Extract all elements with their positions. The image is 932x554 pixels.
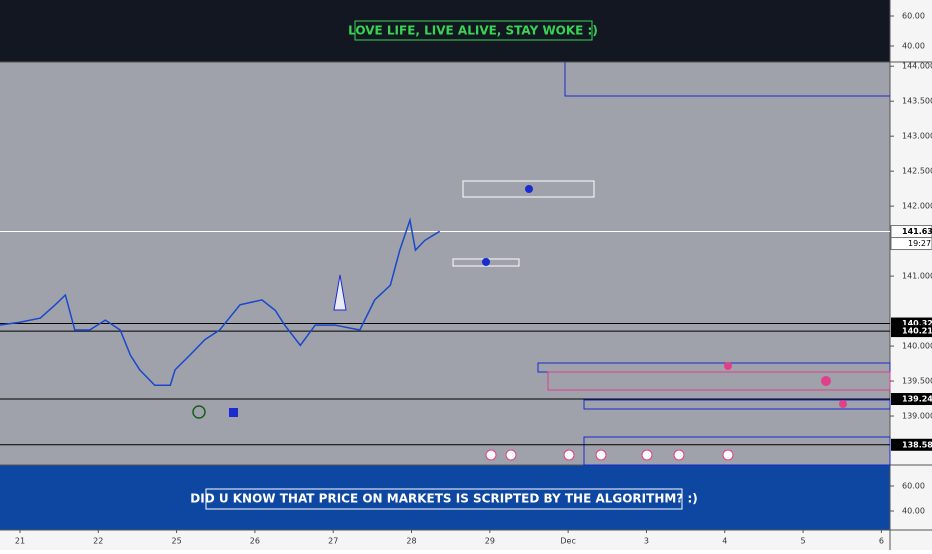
- y-tick-label: 144.000: [902, 62, 932, 71]
- x-tick-label: 28: [406, 537, 416, 546]
- y-tick-label: 143.000: [902, 132, 932, 141]
- price-label: 141.637: [902, 227, 932, 236]
- y-tick-label: 142.500: [902, 167, 932, 176]
- price-label-bg: [891, 438, 932, 451]
- price-label-bg: [891, 393, 932, 406]
- x-tick-label: 29: [485, 537, 495, 546]
- icon: [482, 258, 490, 266]
- y-tick-label: 60.00: [902, 12, 925, 21]
- x-tick-label: 25: [171, 537, 181, 546]
- time-axis: [0, 530, 890, 550]
- countdown: 19:27: [908, 239, 931, 248]
- icon: [821, 376, 831, 386]
- x-tick-label: 5: [801, 537, 806, 546]
- icon: [839, 400, 847, 408]
- top-banner-text: LOVE LIFE, LIVE ALIVE, STAY WOKE :): [348, 24, 598, 38]
- x-tick-label: 22: [93, 537, 103, 546]
- x-tick-label: 21: [15, 537, 25, 546]
- x-tick-label: 26: [250, 537, 260, 546]
- banner-box: [205, 488, 683, 510]
- price-label: 140.214: [902, 327, 932, 336]
- y-tick-label: 143.500: [902, 97, 932, 106]
- y-tick-label: 139.500: [902, 377, 932, 386]
- y-tick-label: 139.000: [902, 412, 932, 421]
- drawing-box: [583, 436, 891, 466]
- x-tick-label: 6: [879, 537, 884, 546]
- icon: [525, 185, 533, 193]
- y-tick-label: 142.000: [902, 202, 932, 211]
- price-label: 138.589: [902, 440, 932, 449]
- y-tick-label: 141.000: [902, 272, 932, 281]
- drawing-line: [564, 62, 890, 97]
- countdown-bg: [890, 237, 932, 251]
- y-tick-label: 40.00: [902, 507, 925, 516]
- bottom-pane: [0, 465, 890, 530]
- banner-box: [354, 20, 593, 41]
- y-tick-label: 40.00: [902, 41, 925, 50]
- x-tick-label: 4: [722, 537, 727, 546]
- icon: [192, 405, 206, 419]
- price-line: [0, 217, 441, 386]
- drawing-box: [583, 399, 891, 410]
- y-tick-label: 140.000: [902, 342, 932, 351]
- icon: [333, 274, 347, 311]
- price-label: 139.243: [902, 395, 932, 404]
- price-label: 140.322: [902, 319, 932, 328]
- drawing-box: [462, 180, 595, 198]
- bottom-banner-text: DID U KNOW THAT PRICE ON MARKETS IS SCRI…: [190, 492, 697, 506]
- x-tick-label: 27: [328, 537, 338, 546]
- main-pane: [0, 62, 890, 465]
- x-tick-label: Dec: [560, 537, 575, 546]
- icons: [485, 449, 734, 461]
- y-tick-label: 60.00: [902, 482, 925, 491]
- icon: [724, 362, 732, 370]
- x-tick-label: 3: [644, 537, 649, 546]
- price-axis: [890, 0, 932, 550]
- price-label-bg: [891, 325, 932, 338]
- top-pane: [0, 0, 890, 62]
- icon: [229, 408, 238, 417]
